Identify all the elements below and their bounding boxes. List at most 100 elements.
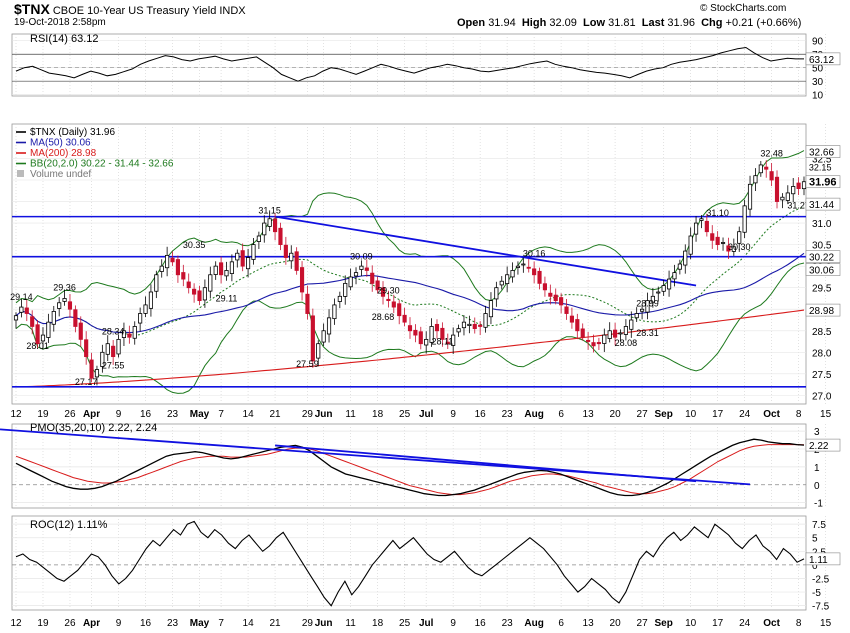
price-right-badge-4-box [805,303,841,317]
candle-body [424,338,429,346]
candle-body [645,300,650,313]
x-axis-label: 17 [712,409,724,420]
rsi-last-badge-box [805,52,841,66]
candle-body [186,281,191,289]
x-axis-label: 14 [243,409,255,420]
candle-body [100,351,105,367]
candle-body [731,246,736,252]
candle-body [650,295,655,303]
candle-body [35,324,40,345]
candle-body [380,287,386,297]
ma50-line [15,252,805,334]
x-axis-label-bottom: Apr [83,618,100,629]
candle-body [510,270,515,278]
ma200-line [15,309,805,388]
candle-body [629,319,634,330]
candle-body [94,369,100,378]
x-axis-label: 12 [10,409,22,420]
price-legend-entry: $TNX (Daily) 31.96 [30,127,115,138]
candle-body [720,242,726,244]
candle-body [202,287,207,301]
bb-upper-line [15,150,805,304]
x-axis-label: 9 [116,409,122,420]
candle-body [623,326,628,335]
x-axis-label: 23 [167,409,179,420]
candle-body [569,315,574,323]
candle-body [688,235,693,255]
x-axis-label-bottom: 10 [685,618,697,629]
candle-body [747,183,753,210]
price-annotation: 30.30 [728,242,751,252]
candle-body [24,307,29,314]
x-axis-label: 9 [450,409,456,420]
price-annotation: 30.16 [523,248,546,258]
roc-line [15,520,805,607]
candle-body [62,298,67,302]
candle-body [559,297,564,306]
price-annotation: 29.36 [53,283,76,293]
price-annotation: 30.35 [183,240,206,250]
price-annotation: 28.01 [26,341,49,351]
candle-body [602,334,607,344]
symbol: $TNX [14,1,50,17]
candle-body [272,218,278,233]
x-axis-label: 7 [218,409,224,420]
price-tick-label: 28.0 [812,348,832,359]
x-axis-label: Aug [524,409,543,420]
price-right-badge-0-box [805,145,841,158]
candle-body [305,293,310,314]
candle-body [677,263,682,270]
x-axis-label-bottom: 29 [302,618,314,629]
candle-body [467,323,472,326]
candle-body [262,222,267,236]
candle-body [607,330,612,339]
x-axis-label: 16 [140,409,152,420]
pmo-signal-line [15,444,805,496]
roc-last-badge-box [805,552,841,566]
candle-body [461,321,467,329]
candle-body [796,182,801,190]
candle-body [67,301,73,310]
x-axis-label: 24 [739,409,751,420]
candle-body [791,186,796,195]
candle-body [40,334,46,342]
x-axis-label-bottom: 9 [116,618,122,629]
candle-body [742,205,747,233]
candle-body [246,257,251,270]
roc-tick-label: -7.5 [812,602,830,613]
x-axis-label-bottom: Aug [524,618,543,629]
x-axis-label-bottom: Jun [315,618,333,629]
candle-body [478,324,483,327]
candle-body [596,342,601,345]
price-trendline-0 [274,215,697,287]
candle-body [159,265,164,272]
candle-body [359,265,364,270]
x-axis-label: 13 [583,409,595,420]
candle-body [715,236,720,246]
candle-body [661,285,666,292]
price-right-badge-4: 28.98 [809,306,834,317]
x-axis-label: Jul [419,409,434,420]
candle-body [753,175,758,184]
x-axis-label-bottom: 8 [796,618,802,629]
rsi-tick-label: 90 [812,37,824,48]
candle-body [235,252,240,261]
last-value: 31.96 [667,17,695,29]
candle-body [197,290,202,302]
candle-body [537,270,542,284]
roc-tick-label: -5 [812,588,821,599]
pmo-tick-label: 1 [814,463,820,474]
x-axis-label-bottom: 16 [140,618,152,629]
candle-body [564,306,569,314]
last-label: Last [641,17,665,29]
candle-body [337,295,342,302]
x-axis-label: 10 [685,409,697,420]
x-axis-label: 8 [796,409,802,420]
candle-body [386,298,391,302]
candle-body [699,218,704,221]
copyright: © StockCharts.com [700,3,787,14]
candle-body [364,267,369,271]
x-axis-label: 26 [64,409,76,420]
pmo-trendline-1 [274,444,697,483]
candle-body [618,332,623,335]
